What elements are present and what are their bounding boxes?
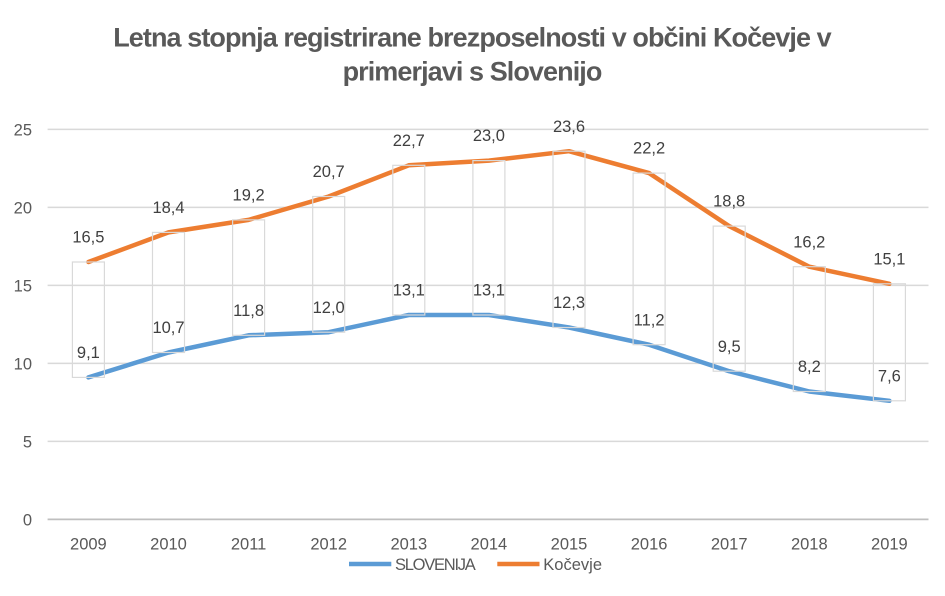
svg-text:22,7: 22,7	[393, 132, 425, 150]
svg-text:2010: 2010	[150, 536, 187, 554]
svg-text:20: 20	[14, 199, 32, 217]
svg-text:16,5: 16,5	[72, 229, 104, 247]
svg-text:primerjavi s Slovenijo: primerjavi s Slovenijo	[343, 57, 602, 87]
svg-text:10: 10	[14, 355, 32, 373]
svg-text:25: 25	[14, 121, 32, 139]
svg-text:22,2: 22,2	[633, 140, 665, 158]
svg-text:Kočevje: Kočevje	[543, 556, 602, 574]
svg-text:2012: 2012	[310, 536, 347, 554]
svg-text:Letna stopnja registrirane bre: Letna stopnja registrirane brezposelnost…	[113, 23, 831, 53]
svg-text:11,2: 11,2	[634, 311, 665, 329]
svg-text:2018: 2018	[791, 536, 828, 554]
svg-text:13,1: 13,1	[473, 282, 505, 300]
svg-text:12,3: 12,3	[553, 294, 585, 312]
svg-text:SLOVENIJA: SLOVENIJA	[395, 556, 476, 574]
svg-text:9,1: 9,1	[77, 344, 100, 362]
svg-text:23,0: 23,0	[473, 127, 505, 145]
svg-text:13,1: 13,1	[393, 282, 425, 300]
svg-text:15: 15	[14, 277, 32, 295]
svg-text:15,1: 15,1	[873, 250, 905, 268]
svg-text:0: 0	[23, 511, 32, 529]
svg-text:8,2: 8,2	[798, 358, 821, 376]
svg-text:2019: 2019	[871, 536, 908, 554]
svg-text:18,8: 18,8	[713, 193, 745, 211]
svg-text:19,2: 19,2	[233, 187, 265, 205]
svg-text:2015: 2015	[551, 536, 588, 554]
svg-text:2017: 2017	[711, 536, 748, 554]
svg-text:16,2: 16,2	[793, 233, 825, 251]
svg-text:5: 5	[23, 433, 32, 451]
svg-text:2013: 2013	[390, 536, 427, 554]
svg-text:2011: 2011	[231, 536, 266, 554]
svg-text:20,7: 20,7	[313, 163, 345, 181]
svg-text:23,6: 23,6	[553, 118, 585, 136]
svg-text:2016: 2016	[631, 536, 668, 554]
svg-text:18,4: 18,4	[152, 199, 184, 217]
svg-text:12,0: 12,0	[313, 299, 345, 317]
svg-text:7,6: 7,6	[878, 367, 901, 385]
svg-text:2014: 2014	[471, 536, 508, 554]
svg-text:2009: 2009	[70, 536, 107, 554]
svg-text:9,5: 9,5	[718, 338, 741, 356]
svg-text:11,8: 11,8	[233, 302, 264, 320]
svg-text:10,7: 10,7	[152, 319, 184, 337]
